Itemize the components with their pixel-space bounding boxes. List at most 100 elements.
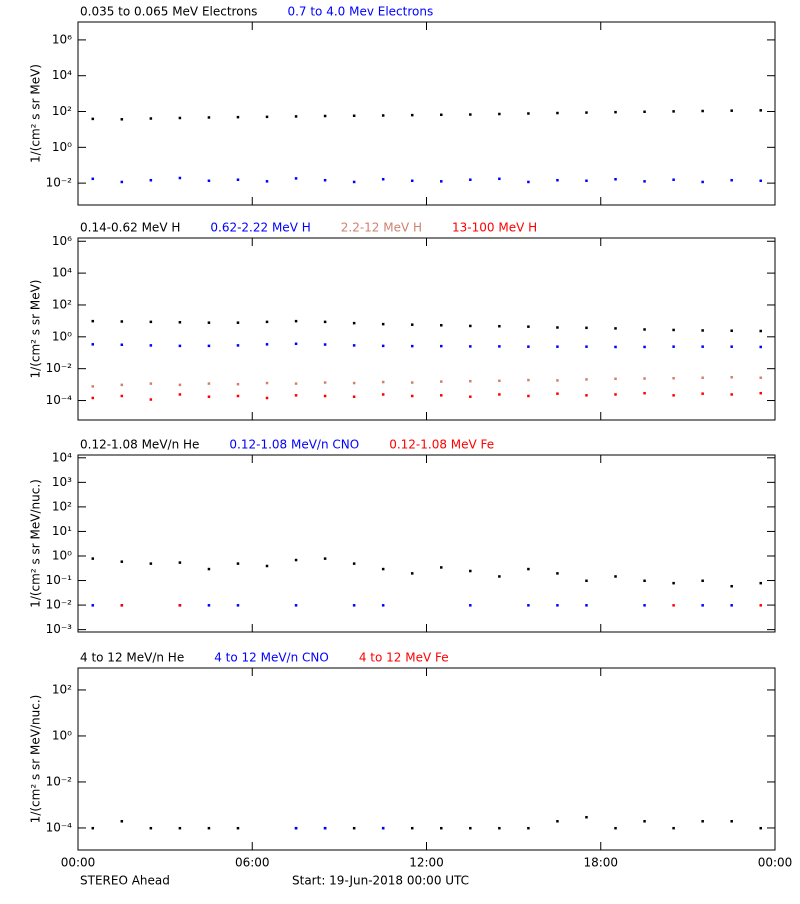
point — [556, 379, 559, 382]
point — [498, 575, 501, 578]
point — [410, 323, 414, 326]
point — [91, 343, 95, 346]
point — [643, 328, 646, 331]
point — [294, 115, 298, 118]
point — [352, 321, 356, 325]
point — [730, 178, 733, 182]
legend-entry: 2.2-12 MeV H — [341, 221, 422, 235]
point — [91, 385, 95, 388]
point — [498, 393, 501, 396]
point — [410, 572, 414, 575]
point — [207, 116, 211, 119]
point — [469, 604, 472, 607]
legend-entry: 0.12-1.08 MeV/n He — [80, 438, 199, 452]
y-axis-label: 1/(cm² s sr MeV/nuc.) — [29, 479, 43, 608]
point — [91, 117, 95, 121]
point — [294, 558, 298, 562]
point — [759, 179, 762, 183]
y-tick-label: 10⁻² — [46, 598, 73, 612]
point — [294, 319, 298, 323]
y-tick-label: 10³ — [52, 475, 72, 489]
plot-frame — [77, 667, 776, 851]
point — [236, 321, 240, 324]
point — [352, 180, 356, 184]
x-tick-label: 06:00 — [235, 856, 270, 870]
y-tick-label: 10⁰ — [52, 140, 72, 154]
point — [410, 179, 414, 183]
x-tick-label: 00:00 — [758, 856, 793, 870]
point — [469, 826, 472, 830]
point — [585, 378, 588, 381]
point — [352, 826, 356, 830]
point — [556, 572, 559, 575]
point — [149, 320, 153, 324]
point — [149, 398, 153, 401]
point — [149, 178, 153, 182]
point — [207, 826, 211, 830]
point — [323, 394, 327, 398]
point — [265, 115, 269, 119]
point — [614, 345, 617, 349]
point — [236, 826, 240, 830]
plot-frame — [77, 454, 776, 633]
legend-entry: 4 to 12 MeV/n He — [80, 651, 184, 665]
legend-entry: 0.62-2.22 MeV H — [210, 221, 310, 235]
legend-entry: 0.12-1.08 MeV/n CNO — [229, 438, 359, 452]
point — [614, 327, 617, 330]
point — [672, 394, 675, 397]
point — [672, 604, 675, 607]
point — [469, 324, 472, 328]
point — [672, 581, 675, 585]
point — [527, 112, 530, 115]
point — [469, 113, 472, 116]
y-axis-label: 1/(cm² s sr MeV) — [29, 64, 43, 163]
point — [556, 178, 559, 182]
point — [120, 383, 124, 387]
point — [236, 382, 240, 386]
point — [643, 604, 646, 607]
y-tick-label: 10⁰ — [52, 329, 72, 343]
point — [527, 325, 530, 328]
point — [178, 116, 182, 120]
point — [323, 114, 327, 118]
point — [178, 344, 182, 348]
point — [759, 581, 762, 585]
point — [759, 109, 762, 112]
y-tick-label: 10⁶ — [52, 32, 72, 46]
y-tick-label: 10⁻² — [46, 361, 73, 375]
point — [381, 380, 385, 384]
point — [265, 343, 269, 346]
point — [498, 379, 501, 383]
point — [585, 111, 588, 114]
point — [527, 826, 530, 830]
y-tick-label: 10⁴ — [52, 68, 72, 82]
point — [120, 180, 124, 184]
y-tick-label: 10⁻⁴ — [46, 393, 73, 407]
point — [643, 579, 646, 583]
point — [352, 381, 356, 385]
point — [730, 376, 733, 379]
point — [178, 561, 182, 564]
point — [323, 381, 327, 384]
point — [120, 320, 124, 323]
legend-entry: 0.12-1.08 MeV Fe — [389, 438, 494, 452]
point — [381, 826, 385, 830]
y-axis-label: 1/(cm² s sr MeV/nuc.) — [29, 695, 43, 824]
footer-left: STEREO Ahead — [80, 874, 170, 888]
point — [381, 114, 385, 117]
point — [614, 377, 617, 381]
point — [207, 567, 211, 571]
y-tick-label: 10⁴ — [52, 450, 72, 464]
point — [381, 393, 385, 396]
y-tick-label: 10⁻⁴ — [46, 820, 73, 834]
point — [585, 394, 588, 397]
point — [730, 345, 733, 348]
point — [643, 110, 646, 114]
point — [701, 109, 704, 113]
y-tick-label: 10⁻² — [46, 774, 73, 788]
point — [527, 567, 530, 571]
point — [265, 180, 269, 183]
point — [614, 575, 617, 578]
point — [701, 392, 704, 395]
point — [701, 604, 704, 607]
